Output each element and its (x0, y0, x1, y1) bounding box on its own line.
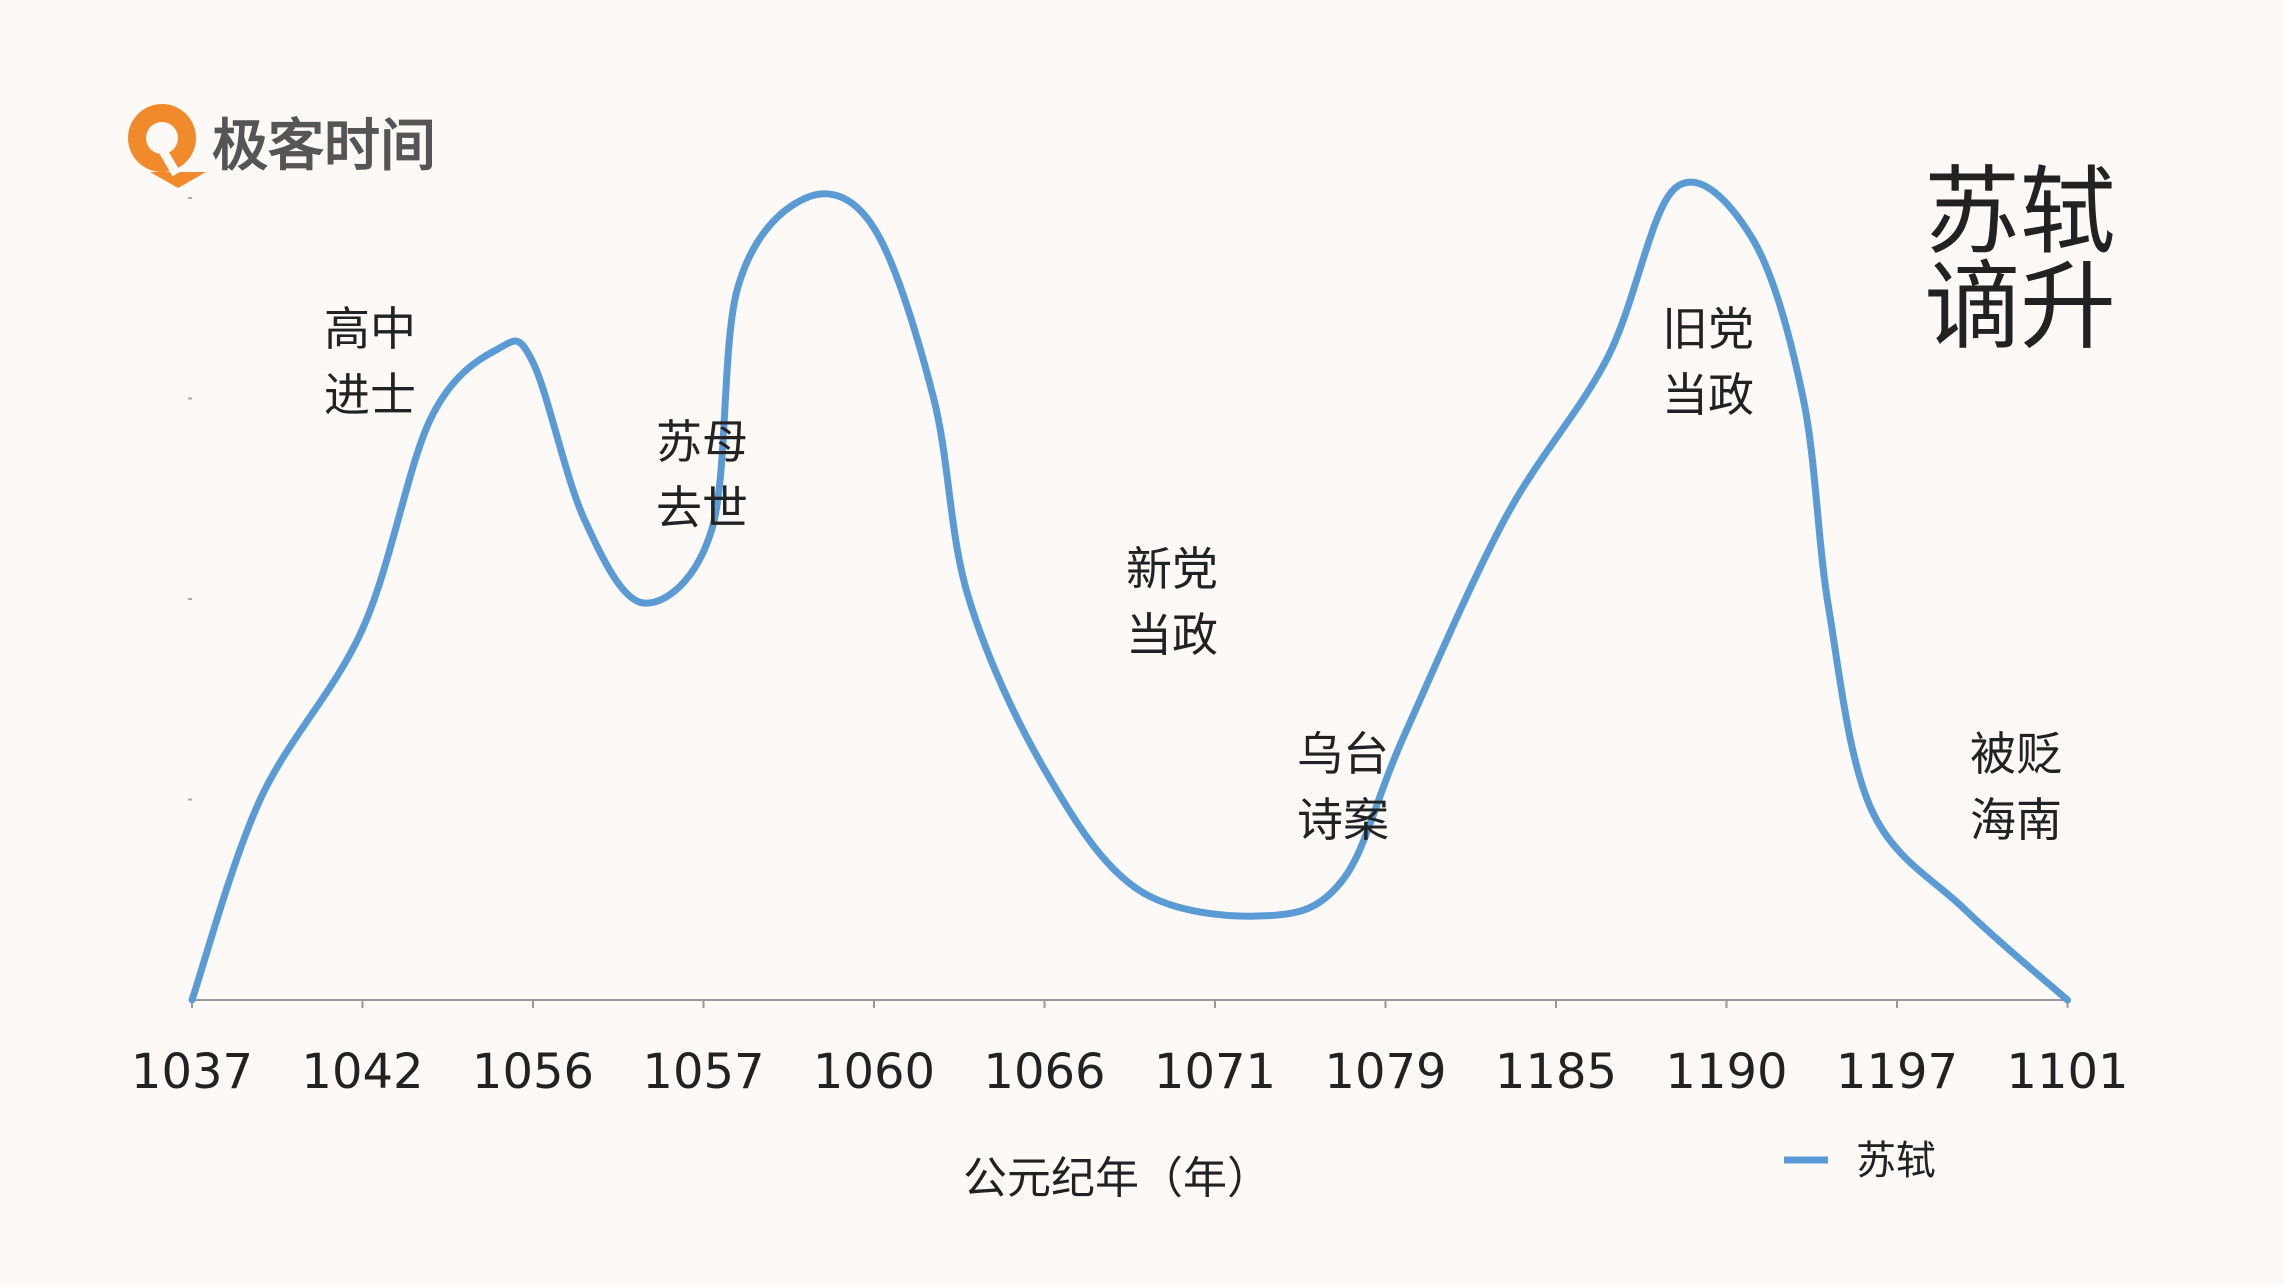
y-axis-ticks (188, 197, 192, 801)
annotation-5-line-0: 被贬 (1970, 727, 2062, 781)
annotation-3-line-0: 乌台 (1297, 727, 1389, 781)
x-tick-label-1057: 1057 (642, 1044, 764, 1100)
annotation-2-line-1: 当政 (1126, 608, 1218, 662)
annotation-1-line-1: 去世 (656, 481, 748, 535)
x-tick-label-1190: 1190 (1665, 1044, 1787, 1100)
chart-title: 苏轼 谪升 (1924, 156, 2116, 363)
series-line-sushi (188, 178, 2071, 1004)
annotation-2-line-0: 新党 (1126, 542, 1218, 596)
x-tick-label-1060: 1060 (813, 1044, 935, 1100)
annotation-1-line-0: 苏母 (656, 415, 748, 469)
x-tick-label-1037: 1037 (131, 1044, 253, 1100)
chart-title-line-1: 苏轼 (1924, 156, 2116, 268)
annotation-4-line-1: 当政 (1662, 368, 1754, 422)
x-tick-label-1079: 1079 (1324, 1044, 1446, 1100)
legend-label: 苏轼 (1856, 1138, 1936, 1184)
x-tick-label-1066: 1066 (983, 1044, 1105, 1100)
x-tick-label-1101: 1101 (2006, 1044, 2128, 1100)
brand-name: 极客时间 (212, 114, 436, 179)
x-tick-label-1185: 1185 (1495, 1044, 1617, 1100)
geektime-logo-icon (128, 104, 206, 188)
x-tick-label-1197: 1197 (1836, 1044, 1958, 1100)
annotation-5-line-1: 海南 (1970, 793, 2062, 847)
x-tick-label-1042: 1042 (301, 1044, 423, 1100)
annotation-4-line-0: 旧党 (1662, 302, 1754, 356)
x-tick-label-1071: 1071 (1154, 1044, 1276, 1100)
x-axis-label: 公元纪年（年） (963, 1153, 1271, 1204)
x-axis-tick-labels: 1037 1042 1056 1057 1060 1066 1071 1079 1185 1190… (131, 1044, 2129, 1100)
x-axis-ticks (191, 1000, 2069, 1008)
legend: 苏轼 (1784, 1138, 1936, 1184)
brand-logo: 极客时间 (128, 104, 436, 188)
annotation-3-line-1: 诗案 (1297, 793, 1389, 847)
annotation-0-line-1: 进士 (324, 368, 416, 422)
x-tick-label-1056: 1056 (472, 1044, 594, 1100)
annotation-0-line-0: 高中 (324, 302, 416, 356)
chart-title-line-2: 谪升 (1924, 251, 2116, 363)
